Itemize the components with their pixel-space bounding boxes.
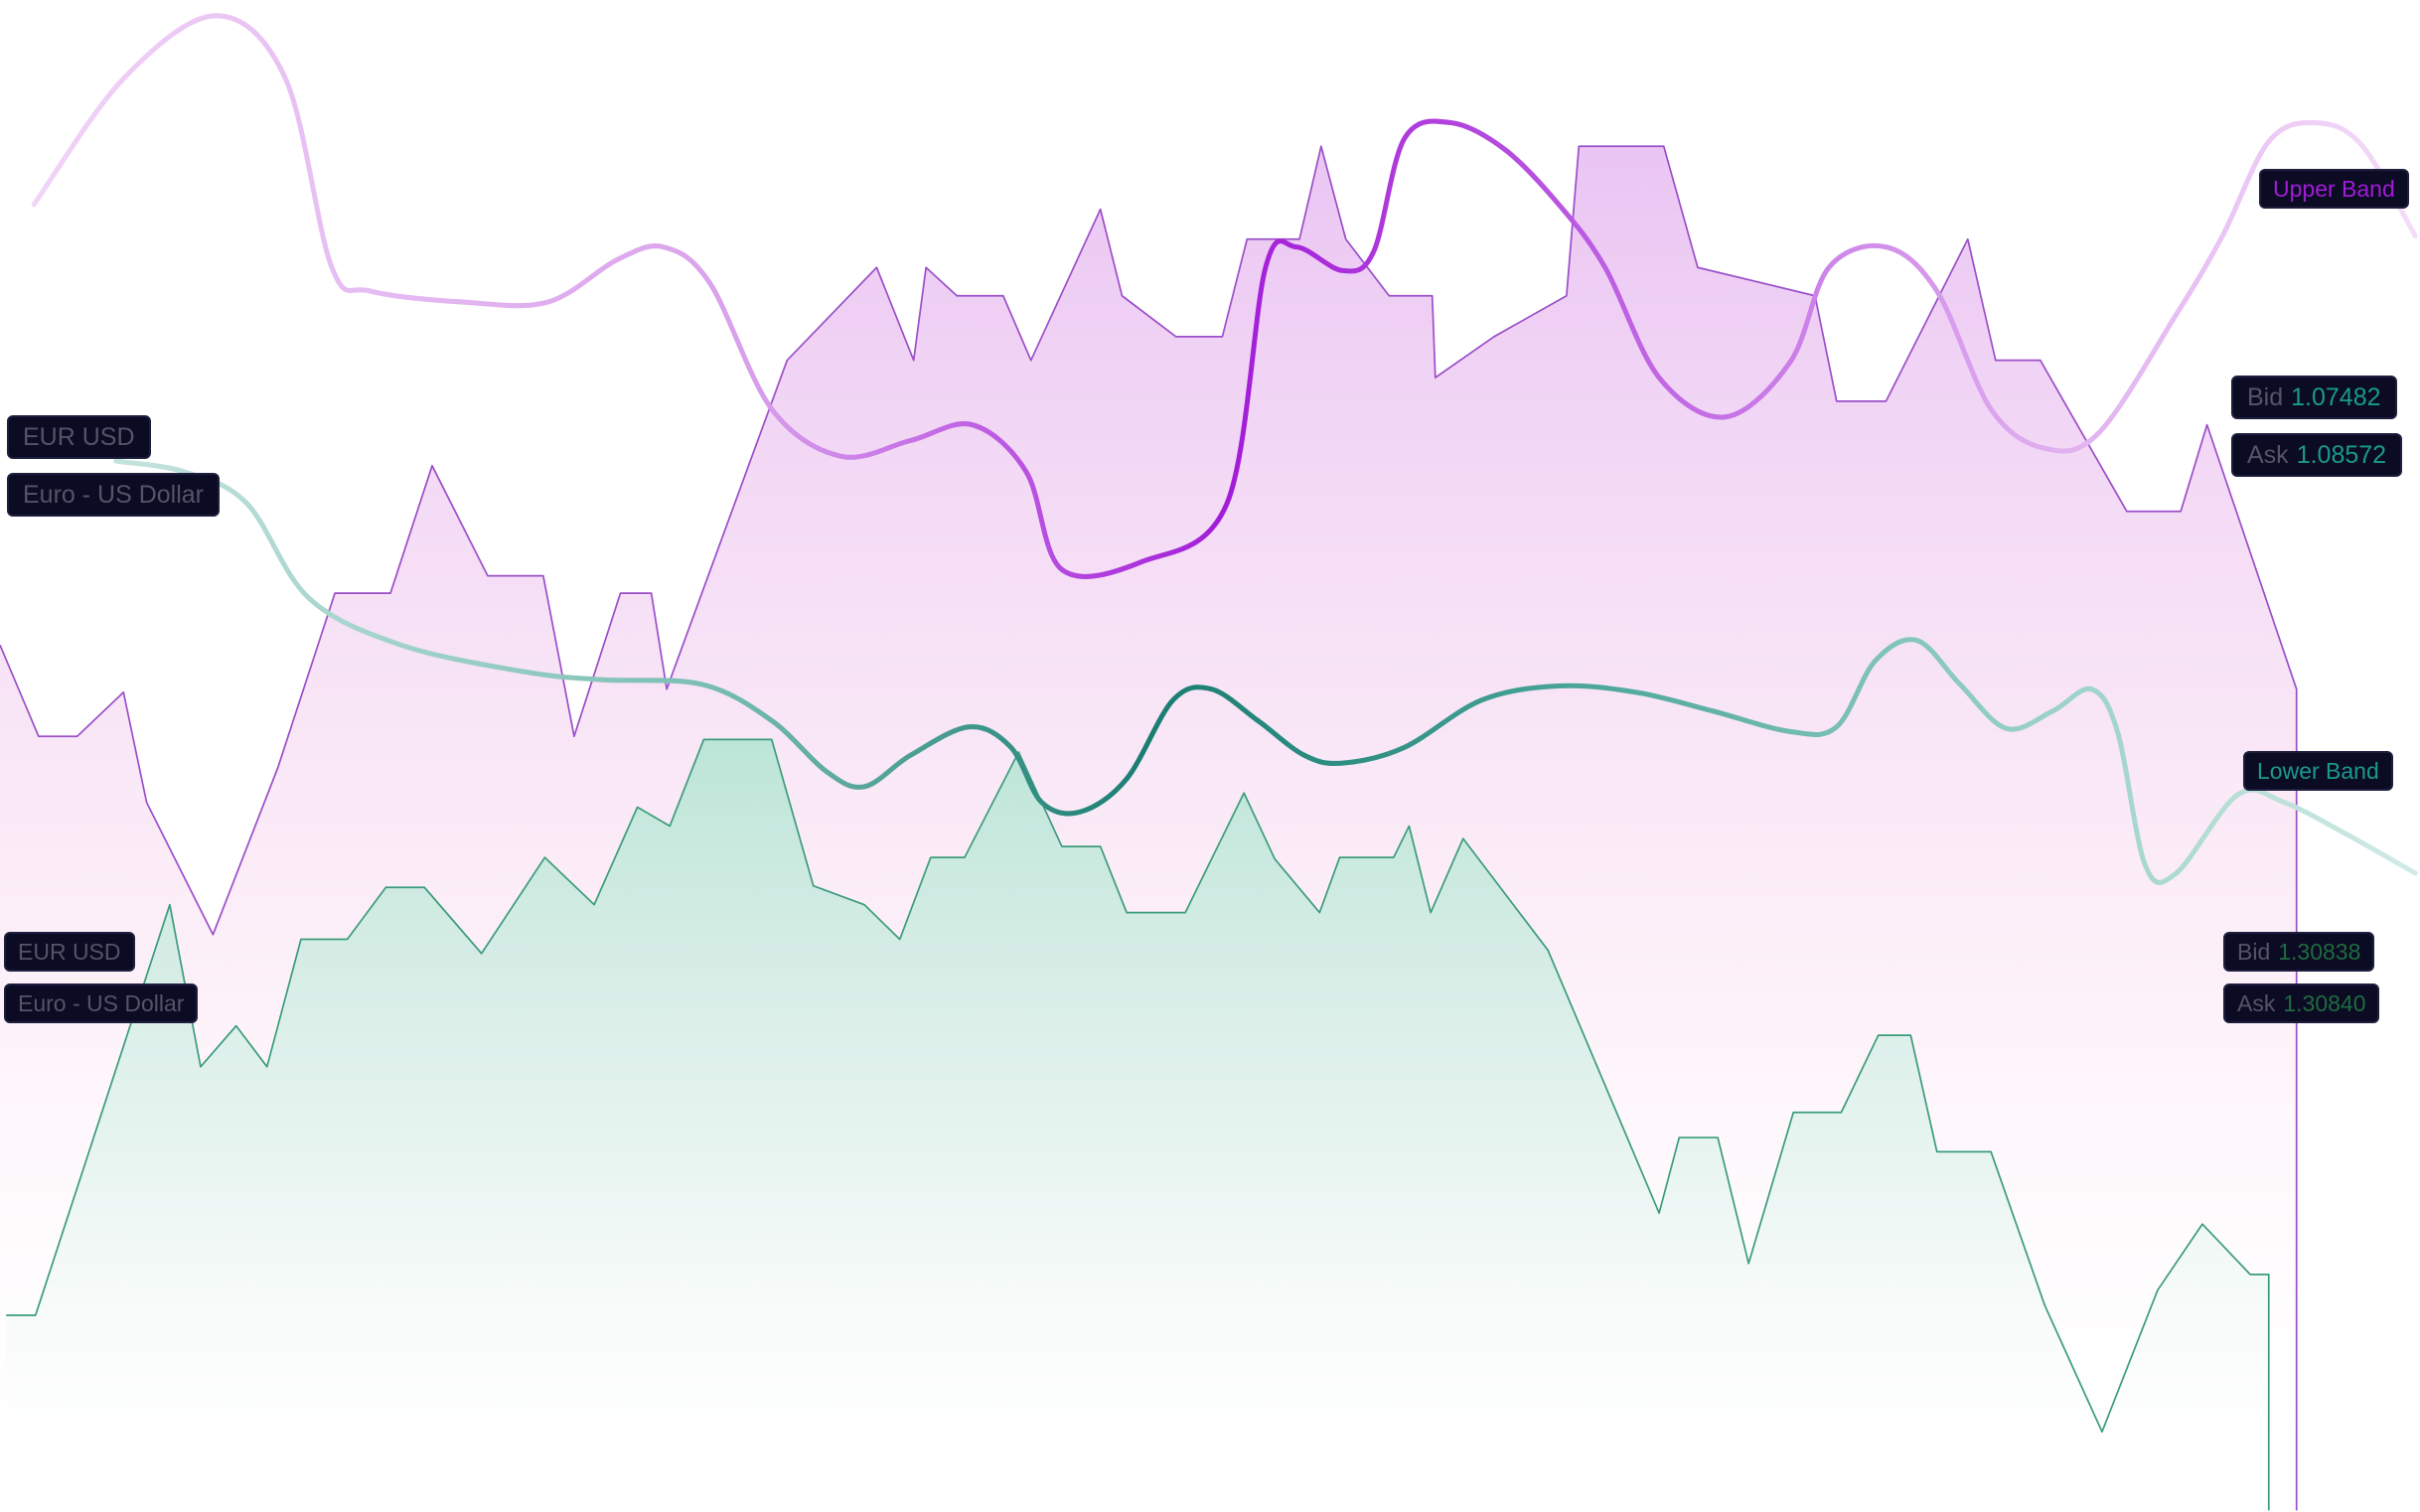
top-pair-name: Euro - US Dollar [23, 481, 204, 509]
bottom-pair-symbol-tag: EUR USD [4, 932, 135, 972]
lower-band-tag: Lower Band [2243, 751, 2393, 791]
top-bid-label: Bid [2247, 383, 2284, 411]
upper-band-tag: Upper Band [2259, 169, 2409, 209]
top-bid-tag: Bid 1.07482 [2231, 376, 2397, 419]
band-lines-group [31, 13, 2418, 885]
area-series-group [0, 145, 2298, 1512]
bottom-pair-name-tag: Euro - US Dollar [4, 983, 199, 1023]
bottom-pair-symbol: EUR USD [18, 939, 121, 965]
bottom-bid-tag: Bid 1.30838 [2223, 932, 2375, 972]
lower-band-line [113, 458, 2418, 885]
bottom-bid-label: Bid [2237, 939, 2271, 965]
bottom-ask-value: 1.30840 [2283, 990, 2366, 1016]
upper-band-line [31, 13, 2418, 579]
bottom-pair-name: Euro - US Dollar [18, 990, 185, 1016]
top-pair-name-tag: Euro - US Dollar [7, 473, 220, 517]
top-ask-label: Ask [2247, 441, 2289, 469]
top-bid-value: 1.07482 [2291, 383, 2381, 411]
top-pair-symbol-tag: EUR USD [7, 415, 151, 459]
green-area-fill [6, 739, 2269, 1512]
upper-band-label: Upper Band [2273, 176, 2395, 202]
green-area-line [6, 738, 2270, 1511]
top-ask-value: 1.08572 [2296, 441, 2387, 469]
bottom-bid-value: 1.30838 [2278, 939, 2361, 965]
bottom-ask-tag: Ask 1.30840 [2223, 983, 2380, 1023]
lower-band-label: Lower Band [2257, 758, 2379, 784]
bottom-ask-label: Ask [2237, 990, 2276, 1016]
top-ask-tag: Ask 1.08572 [2231, 433, 2403, 477]
top-pair-symbol: EUR USD [23, 423, 135, 451]
purple-area-line [0, 145, 2298, 1511]
